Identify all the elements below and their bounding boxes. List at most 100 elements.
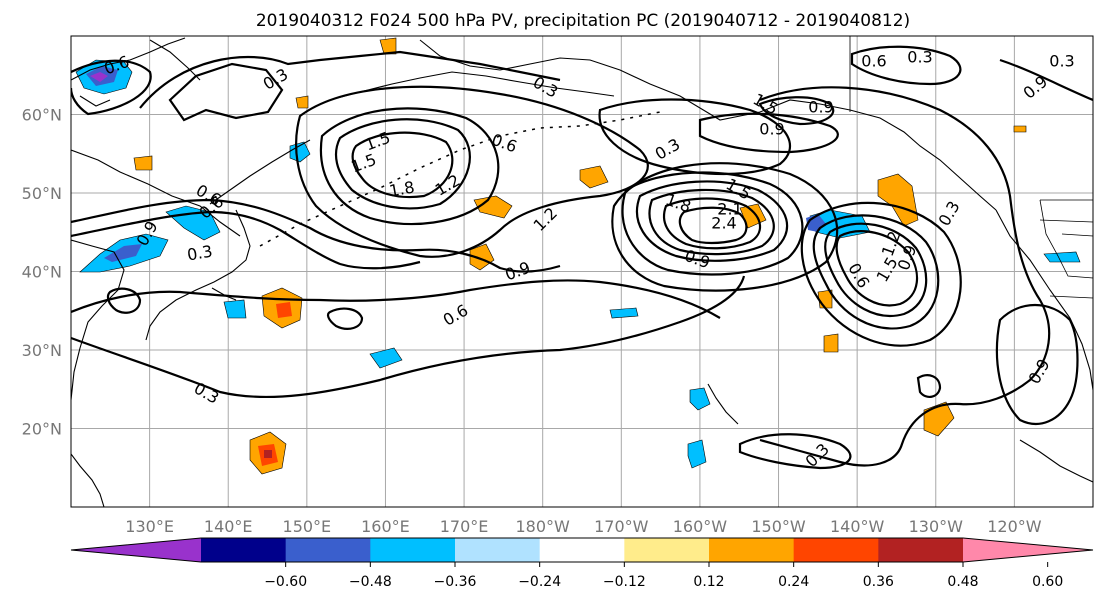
colorbar-tick-label: −0.60 — [264, 574, 307, 590]
precip-pos-orange-n — [1013, 125, 1027, 133]
contour-1.5-northeast — [758, 96, 835, 126]
lat-tick-label: 30°N — [22, 341, 62, 360]
precip-pos-orange-l — [133, 155, 153, 171]
lon-tick-label: 150°E — [283, 517, 332, 536]
political-borders — [849, 36, 1093, 299]
lon-tick-label: 140°E — [204, 517, 253, 536]
lon-tick-label: 160°W — [673, 517, 728, 536]
colorbar-tick-label: 0.36 — [863, 574, 894, 590]
colorbar-tick-label: −0.24 — [518, 574, 561, 590]
contour-0.6-kamchatka — [71, 59, 152, 116]
dateline-dashed — [259, 111, 661, 247]
contour-1.5-low-c — [835, 230, 919, 307]
coast-aleutians — [329, 71, 615, 101]
contour-0.3-low-d — [738, 433, 852, 470]
contour-0.9-northeast — [999, 58, 1093, 102]
contour-1.8-low-a — [351, 131, 454, 199]
colorbar-outline — [70, 537, 1094, 563]
colorbar: −0.60 −0.48 −0.36 −0.24 −0.12 0.12 0.24 0.36 0.4… — [70, 537, 1094, 590]
map-panel: 0.6 0.3 0.30.60.30.91.51.8 1.20.61.50.60.91… — [70, 35, 1094, 508]
colorbar-tick-label: −0.12 — [603, 574, 646, 590]
precip-neg-small-c — [1043, 251, 1081, 263]
precip-pos-orange-c — [473, 195, 513, 219]
precip-pos-orange-d — [469, 243, 495, 271]
lon-tick-label: 120°W — [987, 517, 1042, 536]
coast-hawaii — [707, 383, 739, 425]
contour-0.6-south-broad — [71, 279, 721, 319]
coast-philippines — [71, 453, 105, 507]
contour-0.6-kuril-small — [326, 307, 364, 330]
contour-2.4-low-b — [678, 206, 748, 245]
contour-0.6-northeast — [850, 45, 962, 86]
precip-pos-orange-h — [923, 401, 955, 437]
lon-tick-label: 130°W — [909, 517, 964, 536]
contour-1.5-low-a — [334, 118, 471, 210]
contour-value-label: 0.6 — [861, 52, 886, 71]
lon-tick-label: 170°E — [440, 517, 489, 536]
precip-neg-small-a — [223, 299, 247, 319]
contour-0.6-low-c-outer — [800, 201, 962, 347]
colorbar-extend-max — [963, 538, 1093, 562]
precip-pos-orange-m — [295, 95, 309, 109]
contour-0.9-japan — [71, 198, 561, 273]
lat-tick-label: 50°N — [22, 184, 62, 203]
contour-0.3-east-broad — [759, 86, 1051, 467]
border-us-states-b — [1039, 219, 1093, 237]
contour-value-label: 1.8 — [388, 177, 416, 200]
precip-neg-hawaii — [689, 387, 711, 411]
contour-0.6-low-a-outer — [295, 85, 649, 258]
colorbar-segment — [624, 538, 710, 562]
contour-value-label: 0.3 — [186, 241, 214, 264]
precip-pos-orange-b-peak — [264, 450, 272, 458]
lon-tick-label: 140°W — [830, 517, 885, 536]
colorbar-tick-label: 0.60 — [1032, 574, 1063, 590]
ship-track — [259, 111, 661, 247]
contour-0.6-japan-small — [106, 287, 142, 314]
coast-na-west — [995, 209, 1093, 483]
contour-value-label: 0.9 — [759, 120, 784, 139]
contour-0.9-low-c — [812, 214, 940, 330]
colorbar-segment — [878, 538, 964, 562]
contour-0.3-north-mid — [598, 98, 791, 176]
precip-pos-orange-g — [877, 173, 919, 227]
colorbar-extend-min — [71, 538, 201, 562]
coast-kamchatka — [71, 37, 186, 107]
precip-pos-orange-a-core — [276, 302, 292, 318]
contour-value-label: 0.3 — [1049, 52, 1074, 71]
contour-0.3-far-east — [995, 303, 1079, 425]
longitude-axis: 130°E 140°E 150°E 160°E 170°E 180°W 170°W 160°W… — [125, 517, 1041, 536]
contour-1.5-low-b — [635, 180, 789, 262]
contour-1.2-jet — [71, 210, 421, 270]
map-frame — [70, 35, 1094, 508]
latitude-axis: 20°N 30°N 40°N 50°N 60°N — [22, 106, 62, 439]
pv-contours — [71, 45, 1093, 470]
colorbar-segment — [370, 538, 456, 562]
contour-value-label: 0.9 — [808, 98, 833, 117]
lon-tick-label: 180°W — [516, 517, 571, 536]
border-us-states-a — [1039, 199, 1093, 279]
colorbar-tick-label: 0.24 — [778, 574, 809, 590]
map-title: 2019040312 F024 500 hPa PV, precipitatio… — [256, 11, 910, 31]
contour-1.2-low-c — [824, 222, 928, 317]
contour-value-label: 2.4 — [711, 214, 736, 233]
contour-2.1-low-b — [662, 197, 762, 250]
colorbar-segment — [709, 538, 795, 562]
colorbar-segment — [285, 538, 371, 562]
coast-kuril — [209, 139, 311, 205]
colorbar-tick-label: 0.12 — [693, 574, 724, 590]
contour-0.3-small-a — [916, 374, 942, 398]
precip-neg-small-b — [609, 307, 639, 319]
lon-tick-label: 160°E — [361, 517, 410, 536]
colorbar-segment — [793, 538, 879, 562]
colorbar-segment — [201, 538, 287, 562]
colorbar-tick-label: −0.48 — [349, 574, 392, 590]
precip-neg-hawaii-south — [687, 439, 707, 469]
lon-tick-label: 170°W — [594, 517, 649, 536]
colorbar-segment — [539, 538, 625, 562]
precip-pos-orange-j — [823, 333, 839, 353]
colorbar-tick-label: 0.48 — [947, 574, 978, 590]
contour-1.2-low-a — [319, 107, 500, 226]
coast-korea-china — [71, 239, 125, 401]
lat-tick-label: 60°N — [22, 106, 62, 125]
contour-0.3-kamchatka — [168, 62, 284, 122]
